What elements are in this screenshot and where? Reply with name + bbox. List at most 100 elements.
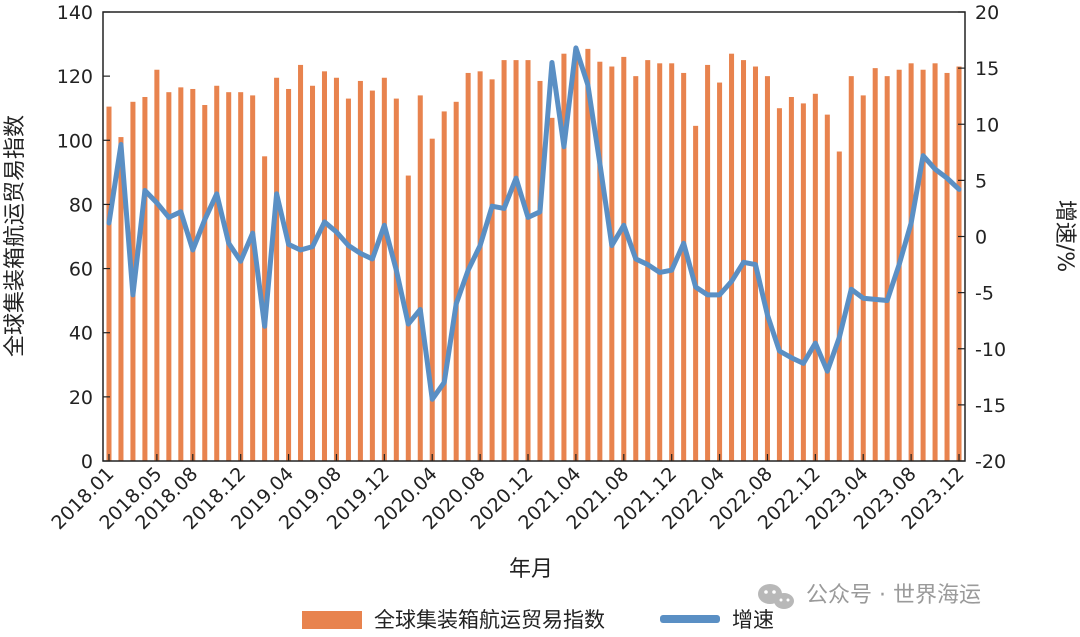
- bar-2019.08: [333, 77, 339, 461]
- wechat-icon: [758, 584, 794, 609]
- bar-2019.11: [369, 90, 375, 461]
- bar-2021.11: [657, 63, 663, 462]
- bar-2020.05: [441, 111, 447, 462]
- growth-point-2020.07: [467, 269, 469, 271]
- bar-2022.08: [764, 76, 770, 461]
- x-axis-ticks: 2018.012018.052018.082018.122019.042019.…: [47, 454, 969, 534]
- left-axis-title: 全球集装箱航运贸易指数: [3, 115, 28, 357]
- growth-point-2022.07: [754, 264, 756, 266]
- growth-point-2018.11: [228, 242, 230, 244]
- right-tick-label: 20: [975, 2, 999, 24]
- growth-point-2018.04: [144, 189, 146, 191]
- left-tick-label: 120: [57, 66, 93, 88]
- growth-point-2019.08: [335, 231, 337, 233]
- bar-2021.07: [609, 66, 615, 462]
- growth-point-2021.01: [539, 211, 541, 213]
- growth-point-2019.11: [371, 258, 373, 260]
- growth-point-2022.10: [790, 357, 792, 359]
- right-tick-label: 5: [975, 170, 987, 192]
- bar-2018.06: [166, 92, 172, 462]
- growth-point-2023.11: [946, 177, 948, 179]
- growth-point-2022.02: [695, 286, 697, 288]
- growth-point-2019.05: [300, 249, 302, 251]
- growth-point-2021.02: [551, 62, 553, 64]
- right-tick-label: 0: [975, 227, 987, 249]
- left-tick-label: 40: [69, 323, 93, 345]
- growth-point-2021.08: [623, 224, 625, 226]
- growth-point-2022.06: [743, 261, 745, 263]
- growth-point-2023.10: [934, 168, 936, 170]
- bar-2020.08: [477, 71, 483, 461]
- growth-point-2023.03: [850, 288, 852, 290]
- bar-2023.06: [884, 76, 890, 461]
- growth-point-2019.09: [347, 244, 349, 246]
- bar-2023.10: [932, 63, 938, 462]
- bar-2019.07: [321, 71, 327, 461]
- growth-point-2021.03: [563, 146, 565, 148]
- growth-point-2020.02: [407, 323, 409, 325]
- growth-point-2020.08: [479, 244, 481, 246]
- bar-2020.04: [429, 138, 435, 461]
- bar-2023.09: [920, 69, 926, 461]
- bar-2021.10: [645, 60, 651, 462]
- growth-rate-line: [106, 45, 962, 402]
- watermark: 公众号 · 世界海运: [758, 583, 981, 609]
- growth-point-2023.09: [922, 155, 924, 157]
- growth-point-2020.10: [503, 207, 505, 209]
- bar-2022.04: [717, 82, 723, 461]
- growth-point-2021.11: [659, 271, 661, 273]
- bar-2020.10: [501, 60, 507, 462]
- bar-2019.04: [286, 88, 292, 461]
- growth-point-2018.02: [120, 143, 122, 145]
- axes-group: [102, 11, 966, 462]
- bar-2019.12: [381, 77, 387, 461]
- legend-line-label: 增速: [732, 608, 774, 632]
- bar-2022.09: [776, 108, 782, 462]
- bar-2021.01: [537, 80, 543, 461]
- growth-point-2022.03: [707, 294, 709, 296]
- bar-2018.04: [142, 96, 148, 462]
- bar-2021.09: [633, 76, 639, 461]
- growth-point-2022.05: [731, 280, 733, 282]
- bar-2018.10: [214, 85, 220, 461]
- bar-2023.08: [908, 63, 914, 462]
- legend-bar-swatch: [302, 611, 362, 629]
- bar-2022.11: [800, 103, 806, 462]
- growth-point-2021.06: [599, 163, 601, 165]
- bar-2019.03: [274, 77, 280, 461]
- bar-2020.12: [525, 60, 531, 462]
- growth-point-2022.11: [802, 362, 804, 364]
- bar-2021.05: [585, 48, 591, 461]
- bar-2022.02: [693, 125, 699, 461]
- bar-2022.03: [705, 64, 711, 462]
- growth-point-2018.07: [180, 211, 182, 213]
- bar-2018.09: [202, 105, 208, 461]
- growth-point-2019.03: [276, 193, 278, 195]
- growth-point-2018.10: [216, 193, 218, 195]
- bar-2020.06: [453, 101, 459, 462]
- bar-2018.01: [106, 106, 112, 462]
- left-tick-label: 140: [57, 2, 93, 24]
- right-tick-label: 10: [975, 114, 999, 136]
- growth-point-2020.06: [455, 303, 457, 305]
- growth-point-2018.03: [132, 294, 134, 296]
- right-tick-label: -15: [975, 395, 1006, 417]
- growth-point-2022.08: [766, 314, 768, 316]
- right-tick-label: -10: [975, 339, 1006, 361]
- left-tick-label: 20: [69, 387, 93, 409]
- bar-2023.05: [872, 68, 878, 462]
- left-tick-label: 100: [57, 130, 93, 152]
- legend-line-swatch: [660, 615, 720, 623]
- bar-2022.12: [812, 93, 818, 461]
- right-axis-ticks: -20 -15 -10 -5 0 5 10 15 20: [958, 2, 1006, 473]
- left-tick-label: 60: [69, 259, 93, 281]
- growth-point-2021.04: [575, 47, 577, 49]
- growth-point-2021.12: [671, 269, 673, 271]
- bar-2021.08: [621, 56, 627, 462]
- legend-bar-label: 全球集装箱航运贸易指数: [374, 608, 605, 632]
- growth-point-2019.06: [312, 246, 314, 248]
- line-series-group: [106, 45, 962, 402]
- growth-point-2020.04: [431, 398, 433, 400]
- bar-2021.03: [561, 53, 567, 461]
- growth-point-2019.01: [252, 232, 254, 234]
